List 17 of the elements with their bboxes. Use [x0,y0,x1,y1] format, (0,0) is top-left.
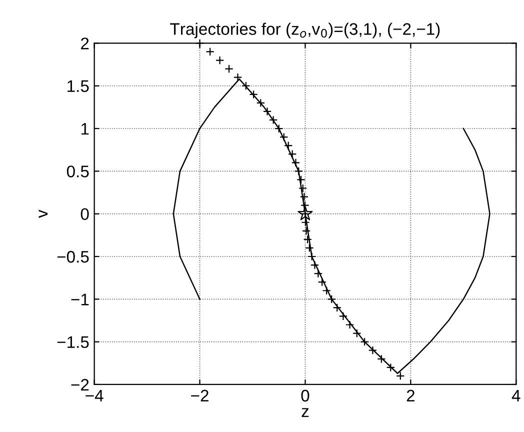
y-tick-label: −1 [71,294,89,306]
x-tick-label: −2 [191,390,208,402]
y-tick-label: 0.5 [66,166,89,178]
y-tick-label: −1.5 [57,336,89,348]
x-tick-label: 4 [512,390,520,402]
x-tick-label: −4 [86,390,104,402]
y-tick-label: −0.5 [57,250,89,263]
y-axis-title: v [38,210,48,218]
y-tick-label: 2 [81,38,89,50]
y-tick-label: 1 [81,123,89,135]
x-tick-label: 2 [406,390,414,402]
y-tick-label: 0 [80,208,89,220]
chart-title: Trajectories for (z$_{o}$,v$_{0}$)=(3,1), (−2,−1) [170,22,440,38]
x-axis-title: z [302,408,309,417]
y-tick-label: 1.5 [68,80,89,92]
x-tick-label: 0 [301,390,310,402]
y-tick-label: −2 [71,378,89,391]
